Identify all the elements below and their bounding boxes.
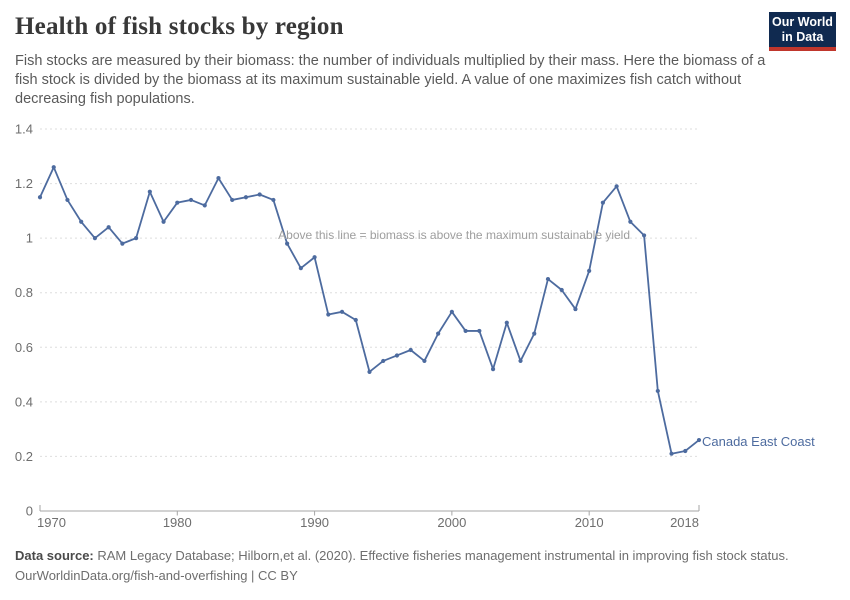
data-point[interactable] <box>271 197 276 203</box>
data-point[interactable] <box>587 268 592 273</box>
owid-logo: Our World in Data <box>769 12 836 51</box>
data-point[interactable] <box>394 353 400 358</box>
data-point[interactable] <box>230 197 235 203</box>
data-point[interactable] <box>285 241 290 246</box>
y-tick-label: 0 <box>26 504 33 519</box>
data-point[interactable] <box>339 309 345 314</box>
data-point[interactable] <box>147 189 152 194</box>
data-point[interactable] <box>422 358 427 364</box>
data-point[interactable] <box>669 451 674 456</box>
data-point[interactable] <box>202 203 207 208</box>
owid-logo-box: Our World in Data <box>769 12 836 47</box>
data-point[interactable] <box>655 388 660 394</box>
data-point[interactable] <box>408 347 413 353</box>
y-tick-label: 1 <box>26 231 33 246</box>
data-point[interactable] <box>161 219 166 224</box>
data-point[interactable] <box>614 184 619 189</box>
series-label-canada-east-coast[interactable]: Canada East Coast <box>702 434 815 449</box>
data-point[interactable] <box>573 306 578 312</box>
chart-subtitle: Fish stocks are measured by their biomas… <box>15 53 766 107</box>
data-point[interactable] <box>134 236 139 241</box>
data-point[interactable] <box>353 317 358 323</box>
data-point[interactable] <box>216 176 221 181</box>
data-point[interactable] <box>559 287 564 293</box>
x-tick-label: 2010 <box>575 515 604 530</box>
x-tick-label: 1990 <box>300 515 329 530</box>
footer-citation-link[interactable]: OurWorldinData.org/fish-and-overfishing … <box>15 568 298 583</box>
data-point[interactable] <box>120 241 125 246</box>
data-point[interactable] <box>641 233 647 238</box>
y-tick-label: 0.4 <box>15 394 33 409</box>
data-point[interactable] <box>504 320 509 325</box>
data-point[interactable] <box>532 331 537 336</box>
data-point[interactable] <box>463 328 468 334</box>
data-source-label: Data source: <box>15 548 94 563</box>
owid-logo-stripe <box>769 47 836 51</box>
data-point[interactable] <box>175 200 180 205</box>
data-point[interactable] <box>298 266 303 271</box>
page-title: Health of fish stocks by region <box>15 13 344 40</box>
data-point[interactable] <box>545 276 551 282</box>
x-tick-label: 1970 <box>37 515 66 530</box>
data-point[interactable] <box>436 331 441 336</box>
data-point[interactable] <box>326 312 331 317</box>
x-tick-label: 2018 <box>670 515 699 530</box>
owid-logo-line1: Our World <box>772 14 833 29</box>
data-point[interactable] <box>65 197 70 203</box>
data-point[interactable] <box>79 219 84 224</box>
data-point[interactable] <box>312 255 317 260</box>
data-point[interactable] <box>243 195 249 200</box>
data-point[interactable] <box>683 448 688 454</box>
x-tick-label: 1980 <box>163 515 192 530</box>
y-tick-label: 1.2 <box>15 176 33 191</box>
data-point[interactable] <box>37 195 43 200</box>
data-point[interactable] <box>518 358 523 364</box>
data-point[interactable] <box>92 236 98 241</box>
data-point[interactable] <box>449 309 454 314</box>
data-point[interactable] <box>381 358 386 364</box>
data-line[interactable] <box>39 166 700 455</box>
y-tick-label: 1.4 <box>15 122 33 137</box>
data-point[interactable] <box>477 328 482 334</box>
x-tick-label: 2000 <box>437 515 466 530</box>
owid-logo-line2: in Data <box>781 29 824 44</box>
data-point[interactable] <box>600 200 605 205</box>
data-point[interactable] <box>257 192 262 197</box>
y-tick-label: 0.6 <box>15 340 33 355</box>
y-tick-label: 0.2 <box>15 449 33 464</box>
data-point[interactable] <box>696 437 702 443</box>
data-point[interactable] <box>367 369 372 374</box>
data-point[interactable] <box>188 197 194 203</box>
data-point[interactable] <box>51 165 56 170</box>
msy-annotation: Above this line = biomass is above the m… <box>278 228 630 242</box>
footer-source-line: Data source: RAM Legacy Database; Hilbor… <box>15 548 835 563</box>
data-point[interactable] <box>490 367 496 372</box>
data-source-text: RAM Legacy Database; Hilborn,et al. (202… <box>93 548 789 563</box>
data-point[interactable] <box>628 219 633 224</box>
data-point[interactable] <box>106 225 111 230</box>
y-tick-label: 0.8 <box>15 285 33 300</box>
